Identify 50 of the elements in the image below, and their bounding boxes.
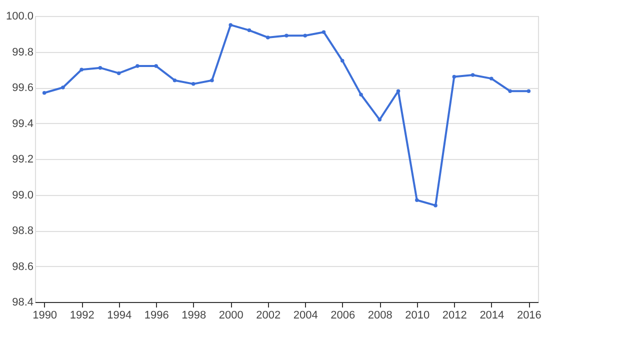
point [98, 66, 102, 70]
point [322, 30, 326, 34]
point [303, 34, 307, 38]
point [80, 68, 84, 72]
point [154, 64, 158, 68]
x-tick-label: 2004 [293, 310, 318, 322]
point [340, 58, 344, 63]
x-tick-label: 1996 [144, 310, 169, 322]
x-tick-label: 2008 [368, 310, 392, 322]
point [284, 34, 288, 38]
point [415, 198, 419, 202]
point [508, 89, 512, 93]
x-tick-label: 2000 [218, 310, 244, 322]
point [136, 64, 140, 68]
point [378, 118, 382, 122]
x-tick-label: 2006 [330, 310, 356, 322]
x-tick-label: 2010 [405, 310, 430, 322]
point [228, 23, 232, 27]
point [191, 82, 196, 86]
point [396, 89, 400, 93]
point [490, 76, 494, 80]
point [116, 71, 121, 76]
point [172, 78, 177, 82]
point [452, 74, 456, 79]
point [42, 90, 46, 95]
y-tick-label: 100.0 [6, 10, 34, 22]
point [247, 28, 252, 32]
y-tick-label: 98.6 [12, 260, 34, 273]
y-tick-label: 98.4 [12, 296, 34, 308]
x-tick-label: 2014 [480, 310, 504, 322]
x-tick-label: 1994 [107, 310, 132, 322]
x-tick-label: 1992 [70, 310, 94, 322]
point [526, 89, 531, 93]
point [434, 204, 438, 208]
x-tick-label: 1998 [182, 310, 206, 322]
x-tick-label: 1990 [32, 310, 58, 322]
y-tick-label: 98.8 [12, 225, 34, 237]
point [470, 73, 475, 77]
x-tick-label: 2012 [442, 310, 467, 322]
x-tick-label: 2016 [516, 310, 542, 322]
point [210, 78, 214, 82]
y-tick-label: 99.2 [12, 154, 34, 166]
y-tick-label: 99.0 [12, 189, 34, 202]
y-tick-label: 99.6 [12, 82, 34, 94]
y-tick-label: 99.4 [12, 118, 34, 130]
y-tick-label: 99.8 [12, 46, 34, 58]
point [359, 92, 363, 97]
x-tick-label: 2002 [256, 310, 281, 322]
point [61, 86, 65, 90]
point [266, 36, 270, 40]
